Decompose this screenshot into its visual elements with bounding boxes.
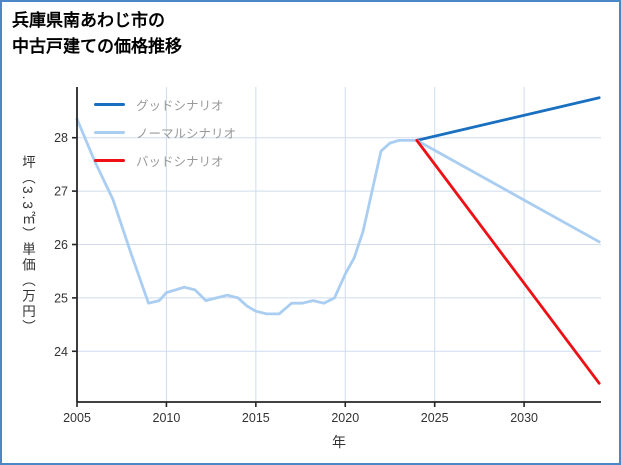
legend-label-bad-scenario: バッドシナリオ <box>136 154 224 169</box>
y-tick-label: 27 <box>54 185 68 199</box>
series-line-1 <box>75 117 601 316</box>
page-title: 兵庫県南あわじ市の 中古戸建ての価格推移 <box>12 8 182 59</box>
y-tick-label: 28 <box>54 131 68 145</box>
y-tick-label: 24 <box>54 345 68 359</box>
legend-swatch-bad-scenario <box>94 158 125 162</box>
legend-swatch-good-scenario <box>94 102 125 106</box>
legend: グッドシナリオ ノーマルシナリオ バッドシナリオ <box>94 90 236 174</box>
x-tick-label: 2020 <box>331 411 359 425</box>
x-tick-label: 2030 <box>510 411 538 425</box>
series-line-2 <box>415 138 601 385</box>
legend-label-normal-scenario: ノーマルシナリオ <box>136 126 237 141</box>
series-line-0 <box>415 96 601 142</box>
legend-item-bad-scenario: バッドシナリオ <box>94 146 236 174</box>
legend-label-good-scenario: グッドシナリオ <box>136 98 224 113</box>
x-axis-label: 年 <box>332 434 346 450</box>
x-tick-label: 2015 <box>242 411 270 425</box>
page-title-line1: 兵庫県南あわじ市の <box>12 11 165 30</box>
y-tick-label: 26 <box>54 238 68 252</box>
page-title-line2: 中古戸建ての価格推移 <box>12 36 182 56</box>
x-tick-label: 2025 <box>421 411 449 425</box>
legend-item-normal-scenario: ノーマルシナリオ <box>94 118 236 146</box>
legend-swatch-normal-scenario <box>94 130 125 134</box>
legend-item-good-scenario: グッドシナリオ <box>94 90 236 118</box>
x-tick-label: 2010 <box>153 411 181 425</box>
y-tick-label: 25 <box>54 291 68 305</box>
x-tick-label: 2005 <box>63 411 91 425</box>
y-axis-label: 坪（3.3㎡）単価（万円） <box>20 155 35 335</box>
